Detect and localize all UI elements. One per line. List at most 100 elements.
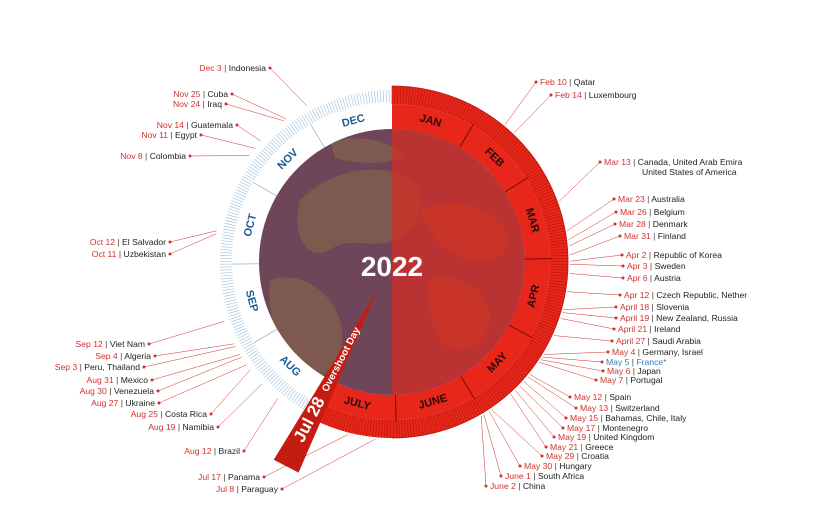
ring-tick — [496, 129, 509, 144]
ring-tick — [328, 102, 334, 114]
ring-tick — [348, 415, 354, 433]
ring-tick — [513, 149, 528, 162]
ring-tick — [275, 134, 285, 145]
ring-tick — [463, 402, 473, 419]
country-names: Australia — [651, 194, 685, 204]
country-date: May 7 — [600, 375, 624, 385]
label-separator: | — [602, 392, 610, 402]
ring-tick — [527, 171, 544, 182]
country-names: Slovenia — [656, 302, 690, 312]
country-label: Aug 25 | Costa Rica — [131, 409, 207, 419]
leader-line — [569, 223, 616, 247]
label-separator: | — [211, 446, 219, 456]
ring-tick — [336, 99, 341, 111]
ring-tick — [244, 344, 256, 352]
ring-tick — [235, 327, 247, 334]
ring-tick — [253, 356, 264, 364]
ring-tick — [523, 348, 540, 359]
country-label: Jul 17 | Panama — [198, 472, 260, 482]
ring-tick — [539, 198, 557, 206]
ring-tick — [405, 86, 408, 105]
ring-tick — [545, 298, 564, 304]
ring-tick — [522, 350, 538, 362]
leader-line — [231, 93, 287, 120]
ring-tick — [416, 88, 420, 106]
ring-tick — [506, 140, 520, 154]
leader-line — [567, 198, 615, 231]
label-separator: | — [647, 261, 655, 271]
country-names: Republic of Korea — [653, 250, 722, 260]
ring-tick — [220, 243, 233, 246]
leader-line — [563, 306, 617, 310]
ring-tick — [548, 282, 567, 286]
ring-tick — [399, 86, 402, 105]
ring-tick — [325, 103, 331, 115]
label-separator: | — [574, 451, 582, 461]
ring-tick — [222, 231, 235, 235]
label-separator: | — [646, 250, 654, 260]
ring-tick — [234, 191, 246, 198]
country-names: Luxembourg — [588, 90, 637, 100]
country-date: Aug 25 — [130, 409, 158, 419]
ring-tick — [499, 377, 513, 392]
ring-tick — [409, 418, 412, 437]
ring-tick — [490, 124, 502, 139]
ring-tick — [549, 248, 568, 251]
country-names: Germany, Israel — [642, 347, 703, 357]
country-date: Feb 14 — [555, 90, 582, 100]
ring-tick — [243, 342, 255, 350]
ring-tick — [382, 90, 385, 103]
ring-tick — [503, 373, 517, 387]
country-names: Guatemala — [190, 120, 233, 130]
country-label: Sep 3 | Peru, Thailand — [55, 362, 140, 372]
country-names: Finland — [657, 231, 686, 241]
ring-tick — [267, 143, 277, 152]
country-date: Nov 8 — [120, 151, 143, 161]
ring-tick — [232, 322, 245, 328]
leader-line — [491, 409, 543, 457]
ring-tick — [232, 197, 244, 203]
ring-tick — [542, 210, 561, 217]
label-separator: | — [578, 442, 586, 452]
ring-tick — [258, 362, 269, 371]
ring-tick — [225, 301, 238, 306]
ring-tick — [228, 312, 241, 317]
ring-tick — [293, 392, 301, 404]
country-names: France* — [636, 357, 667, 367]
country-date: Aug 27 — [91, 398, 119, 408]
leader-line — [148, 321, 225, 345]
ring-tick — [549, 245, 568, 249]
ring-tick — [402, 86, 405, 105]
leader-line — [523, 381, 567, 419]
ring-tick — [501, 375, 515, 390]
ring-tick — [222, 234, 235, 237]
ring-tick — [534, 329, 552, 338]
ring-tick — [528, 341, 545, 352]
country-names: Viet Nam — [109, 339, 145, 349]
ring-tick — [505, 371, 519, 385]
leader-line — [544, 351, 609, 355]
ring-tick — [540, 201, 558, 209]
country-date: Nov 11 — [141, 130, 168, 140]
leader-line — [527, 376, 577, 409]
country-date: Jul 8 — [216, 484, 235, 494]
country-label: May 19 | United Kingdom — [558, 432, 654, 442]
country-date: Aug 30 — [79, 386, 107, 396]
ring-tick — [227, 211, 240, 216]
ring-tick — [426, 90, 432, 109]
month-label: JAN — [418, 112, 442, 129]
ring-tick — [350, 94, 355, 107]
country-names: Saudi Arabia — [652, 336, 701, 346]
ring-tick — [434, 92, 441, 111]
ring-tick — [549, 274, 568, 277]
ring-tick — [511, 147, 526, 160]
ring-tick — [339, 412, 346, 431]
ring-tick — [222, 291, 235, 294]
ring-tick — [295, 394, 303, 405]
ring-tick — [227, 309, 240, 315]
ring-white — [231, 102, 392, 405]
country-label: Apr 3 | Sweden — [627, 261, 686, 271]
leader-line — [529, 374, 571, 398]
country-names: Switzerland — [615, 403, 660, 413]
